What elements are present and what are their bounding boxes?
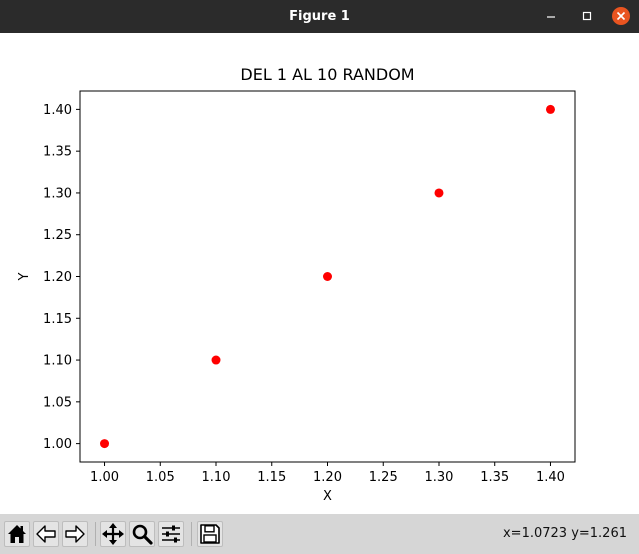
zoom-button[interactable] [129, 521, 155, 547]
figure-canvas[interactable]: DEL 1 AL 10 RANDOM 1.00 1.05 1.10 1.15 1.20 1… [0, 33, 639, 514]
toolbar-separator [191, 522, 192, 546]
minimize-icon [547, 16, 555, 18]
x-tick-label: 1.10 [202, 470, 231, 485]
forward-button[interactable] [62, 521, 88, 547]
y-axis-label: Y [17, 272, 32, 281]
back-arrow-icon [36, 525, 56, 543]
window-title: Figure 1 [289, 9, 350, 24]
x-tick-label: 1.25 [369, 470, 398, 485]
magnifier-icon [132, 524, 153, 545]
back-button[interactable] [33, 521, 59, 547]
x-tick-label: 1.05 [146, 470, 175, 485]
close-button[interactable] [611, 6, 631, 26]
move-icon [102, 523, 124, 545]
toolbar-separator [95, 522, 96, 546]
data-point [323, 272, 332, 281]
y-tick-label: 1.25 [43, 228, 72, 243]
y-tick-label: 1.35 [43, 145, 72, 160]
y-tick-label: 1.30 [43, 186, 72, 201]
pan-button[interactable] [100, 521, 126, 547]
data-point [434, 188, 444, 198]
x-tick-label: 1.15 [257, 470, 286, 485]
x-tick-label: 1.30 [425, 470, 454, 485]
maximize-button[interactable] [577, 6, 597, 26]
window-titlebar: Figure 1 [0, 0, 639, 33]
data-point [211, 355, 221, 365]
close-icon [612, 7, 630, 25]
x-tick-label: 1.20 [313, 470, 342, 485]
home-icon [8, 525, 26, 543]
forward-arrow-icon [65, 525, 85, 543]
x-axis-ticks: 1.00 1.05 1.10 1.15 1.20 1.25 1.30 1.35 1.40 [90, 462, 565, 485]
chart-title: DEL 1 AL 10 RANDOM [240, 65, 414, 84]
data-point [545, 104, 555, 114]
floppy-disk-icon [200, 524, 220, 544]
x-axis-label: X [323, 489, 332, 504]
scatter-chart: DEL 1 AL 10 RANDOM 1.00 1.05 1.10 1.15 1.20 1… [17, 65, 576, 504]
y-axis-ticks: 1.00 1.05 1.10 1.15 1.20 1.25 1.30 1.35 1.40 [43, 103, 80, 452]
save-figure-button[interactable] [197, 521, 223, 547]
data-points [100, 104, 555, 449]
maximize-icon [582, 11, 592, 21]
y-tick-label: 1.20 [43, 270, 72, 285]
x-tick-label: 1.40 [536, 470, 565, 485]
minimize-button[interactable] [541, 6, 561, 26]
y-tick-label: 1.00 [43, 437, 72, 452]
y-tick-label: 1.05 [43, 395, 72, 410]
sliders-icon [162, 525, 180, 543]
cursor-coordinates: x=1.0723 y=1.261 [502, 526, 627, 541]
x-tick-label: 1.35 [480, 470, 509, 485]
home-button[interactable] [4, 521, 30, 547]
configure-subplots-button[interactable] [158, 521, 184, 547]
data-point [100, 439, 110, 449]
y-tick-label: 1.40 [43, 103, 72, 118]
x-tick-label: 1.00 [90, 470, 119, 485]
navigation-toolbar: x=1.0723 y=1.261 [0, 514, 639, 554]
y-tick-label: 1.15 [43, 312, 72, 327]
y-tick-label: 1.10 [43, 354, 72, 369]
